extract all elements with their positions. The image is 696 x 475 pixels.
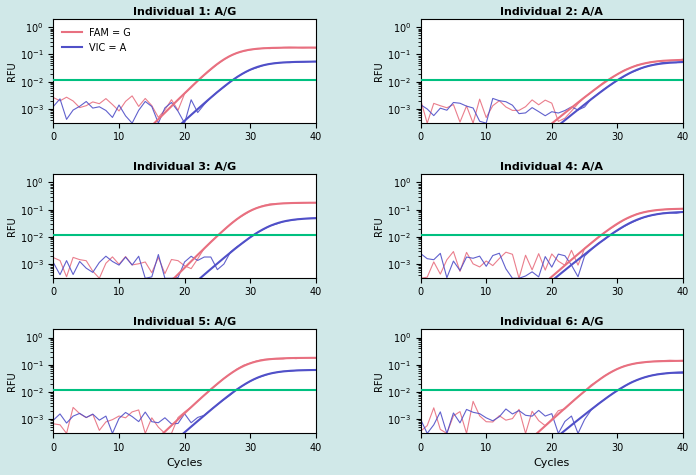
Title: Individual 3: A/G: Individual 3: A/G [133, 162, 236, 172]
X-axis label: Cycles: Cycles [534, 458, 570, 468]
Y-axis label: RFU: RFU [7, 371, 17, 391]
Title: Individual 2: A/A: Individual 2: A/A [500, 7, 603, 17]
X-axis label: Cycles: Cycles [166, 458, 203, 468]
Y-axis label: RFU: RFU [7, 61, 17, 81]
Title: Individual 1: A/G: Individual 1: A/G [133, 7, 236, 17]
Title: Individual 6: A/G: Individual 6: A/G [500, 317, 603, 327]
Legend: FAM = G, VIC = A: FAM = G, VIC = A [58, 24, 135, 57]
Title: Individual 5: A/G: Individual 5: A/G [133, 317, 236, 327]
Y-axis label: RFU: RFU [374, 216, 384, 236]
Title: Individual 4: A/A: Individual 4: A/A [500, 162, 603, 172]
Y-axis label: RFU: RFU [7, 216, 17, 236]
Y-axis label: RFU: RFU [374, 371, 384, 391]
Y-axis label: RFU: RFU [374, 61, 384, 81]
